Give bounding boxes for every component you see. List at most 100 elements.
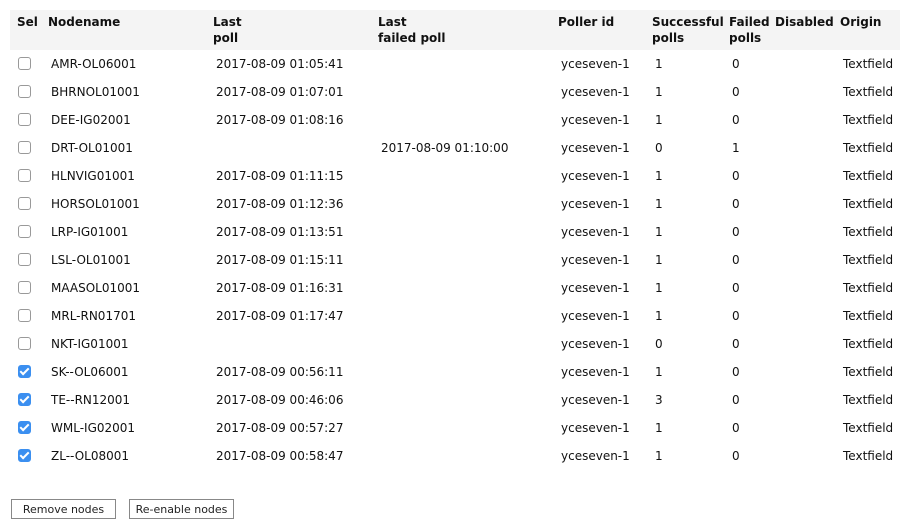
row-select-checkbox[interactable]	[18, 337, 31, 350]
row-select-checkbox[interactable]	[18, 253, 31, 266]
poller-id-cell: yceseven-1	[561, 169, 630, 183]
row-select-checkbox[interactable]	[18, 113, 31, 126]
last-failed-poll-cell	[375, 246, 555, 274]
header-successful-polls[interactable]: Successful polls	[649, 10, 726, 50]
origin-cell: Textfield	[843, 365, 894, 379]
origin-cell: Textfield	[843, 253, 894, 267]
poller-id-cell: yceseven-1	[561, 85, 630, 99]
poller-id-cell: yceseven-1	[561, 281, 630, 295]
origin-cell: Textfield	[843, 113, 894, 127]
disabled-cell	[772, 162, 837, 190]
last-failed-poll-cell	[375, 414, 555, 442]
last-failed-poll-cell	[375, 106, 555, 134]
header-sel[interactable]: Sel	[10, 10, 45, 50]
row-select-checkbox[interactable]	[18, 141, 31, 154]
header-failed-polls[interactable]: Failed polls	[726, 10, 772, 50]
nodename-cell: AMR-OL06001	[51, 57, 137, 71]
origin-cell: Textfield	[843, 141, 894, 155]
origin-cell: Textfield	[843, 309, 894, 323]
failed-polls-cell: 0	[732, 113, 740, 127]
origin-cell: Textfield	[843, 197, 894, 211]
row-select-checkbox[interactable]	[18, 85, 31, 98]
row-select-checkbox[interactable]	[18, 57, 31, 70]
reenable-nodes-button[interactable]: Re-enable nodes	[129, 499, 234, 519]
last-failed-poll-cell	[375, 274, 555, 302]
row-select-checkbox[interactable]	[18, 309, 31, 322]
failed-polls-cell: 0	[732, 57, 740, 71]
row-select-checkbox[interactable]	[18, 421, 31, 434]
header-label: polls	[729, 31, 762, 45]
select-cell	[10, 302, 45, 330]
table-row: DEE-IG02001 2017-08-09 01:08:16 yceseven-1…	[10, 106, 900, 134]
nodename-cell: LRP-IG01001	[51, 225, 129, 239]
select-cell	[10, 106, 45, 134]
row-select-checkbox[interactable]	[18, 169, 31, 182]
poller-id-cell: yceseven-1	[561, 449, 630, 463]
poller-id-cell: yceseven-1	[561, 225, 630, 239]
row-select-checkbox[interactable]	[18, 197, 31, 210]
successful-polls-cell: 0	[655, 141, 663, 155]
failed-polls-cell: 0	[732, 197, 740, 211]
nodename-cell: NKT-IG01001	[51, 337, 129, 351]
last-poll-cell: 2017-08-09 00:58:47	[216, 449, 344, 463]
row-select-checkbox[interactable]	[18, 225, 31, 238]
origin-cell: Textfield	[843, 85, 894, 99]
successful-polls-cell: 1	[655, 113, 663, 127]
disabled-cell	[772, 190, 837, 218]
poller-id-cell: yceseven-1	[561, 113, 630, 127]
last-poll-cell	[210, 134, 375, 162]
origin-cell: Textfield	[843, 281, 894, 295]
header-disabled[interactable]: Disabled	[772, 10, 837, 50]
successful-polls-cell: 1	[655, 281, 663, 295]
origin-cell: Textfield	[843, 337, 894, 351]
header-poller-id[interactable]: Poller id	[555, 10, 649, 50]
row-select-checkbox[interactable]	[18, 393, 31, 406]
header-nodename[interactable]: Nodename	[45, 10, 210, 50]
select-cell	[10, 134, 45, 162]
disabled-cell	[772, 414, 837, 442]
table-row: MAASOL01001 2017-08-09 01:16:31 yceseven-1…	[10, 274, 900, 302]
row-select-checkbox[interactable]	[18, 281, 31, 294]
last-poll-cell: 2017-08-09 01:15:11	[216, 253, 344, 267]
failed-polls-cell: 0	[732, 421, 740, 435]
disabled-cell	[772, 246, 837, 274]
last-poll-cell: 2017-08-09 01:05:41	[216, 57, 344, 71]
remove-nodes-button[interactable]: Remove nodes	[11, 499, 116, 519]
nodename-cell: DEE-IG02001	[51, 113, 131, 127]
header-label: Poller id	[558, 15, 615, 29]
nodename-cell: HORSOL01001	[51, 197, 140, 211]
table-row: DRT-OL01001 2017-08-09 01:10:00 yceseven-1…	[10, 134, 900, 162]
select-cell	[10, 414, 45, 442]
last-failed-poll-cell	[375, 162, 555, 190]
last-failed-poll-cell	[375, 50, 555, 78]
poller-id-cell: yceseven-1	[561, 197, 630, 211]
successful-polls-cell: 1	[655, 309, 663, 323]
failed-polls-cell: 0	[732, 309, 740, 323]
last-poll-cell: 2017-08-09 01:16:31	[216, 281, 344, 295]
table-row: MRL-RN01701 2017-08-09 01:17:47 yceseven-1…	[10, 302, 900, 330]
header-last-poll[interactable]: Last poll	[210, 10, 375, 50]
nodename-cell: HLNVIG01001	[51, 169, 135, 183]
poller-id-cell: yceseven-1	[561, 337, 630, 351]
header-label: poll	[213, 31, 239, 45]
header-last-failed-poll[interactable]: Last failed poll	[375, 10, 555, 50]
origin-cell: Textfield	[843, 449, 894, 463]
origin-cell: Textfield	[843, 393, 894, 407]
table-row: HORSOL01001 2017-08-09 01:12:36 yceseven-1…	[10, 190, 900, 218]
header-label: Disabled	[775, 15, 834, 29]
table-row: TE--RN12001 2017-08-09 00:46:06 yceseven-1…	[10, 386, 900, 414]
header-label: Successful	[652, 15, 724, 29]
select-cell	[10, 50, 45, 78]
nodename-cell: BHRNOL01001	[51, 85, 140, 99]
row-select-checkbox[interactable]	[18, 365, 31, 378]
header-label: Last	[378, 15, 407, 29]
select-cell	[10, 162, 45, 190]
select-cell	[10, 386, 45, 414]
header-origin[interactable]: Origin	[837, 10, 900, 50]
origin-cell: Textfield	[843, 225, 894, 239]
disabled-cell	[772, 106, 837, 134]
header-label: Last	[213, 15, 242, 29]
origin-cell: Textfield	[843, 169, 894, 183]
successful-polls-cell: 1	[655, 253, 663, 267]
row-select-checkbox[interactable]	[18, 449, 31, 462]
